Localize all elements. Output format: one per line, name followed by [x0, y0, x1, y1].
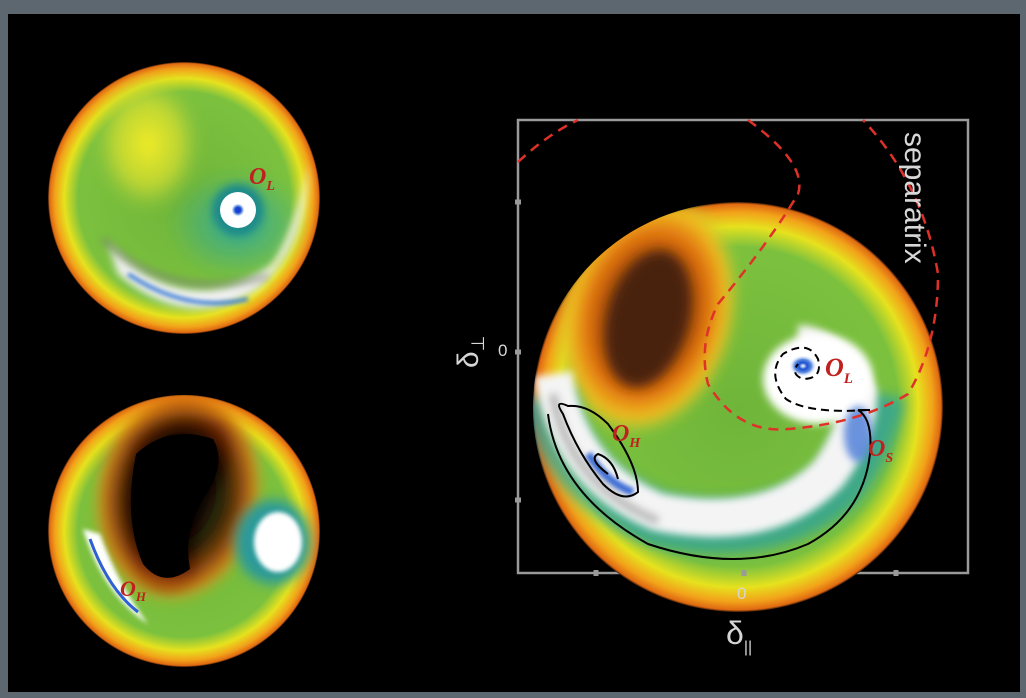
trajectories — [547, 346, 872, 560]
main-label-OS: OS — [868, 436, 893, 466]
y-axis-label: δ⊥ — [452, 336, 488, 368]
axis-ticks — [515, 199, 899, 576]
x-tick-zero: 0 — [737, 584, 746, 603]
separatrix-curves — [517, 118, 940, 431]
figure-canvas: OL OH — [48, 62, 970, 667]
bottom-left-label-OH: OH — [120, 576, 147, 604]
figure-panel: OL OH — [8, 14, 1020, 692]
main-phase-plot: separatrix OL OH OS 0 0 δ⊥ δ|| — [452, 118, 970, 656]
svg-text:δ⊥: δ⊥ — [452, 336, 488, 368]
separatrix-label: separatrix — [898, 132, 931, 264]
top-left-phase-disk: OL — [48, 62, 320, 334]
main-label-OL: OL — [825, 353, 853, 387]
top-left-label-OL: OL — [249, 164, 275, 194]
x-axis-label: δ|| — [726, 615, 752, 656]
main-label-OH: OH — [612, 421, 641, 451]
y-tick-zero: 0 — [498, 341, 507, 360]
bottom-left-phase-disk: OH — [48, 395, 320, 667]
